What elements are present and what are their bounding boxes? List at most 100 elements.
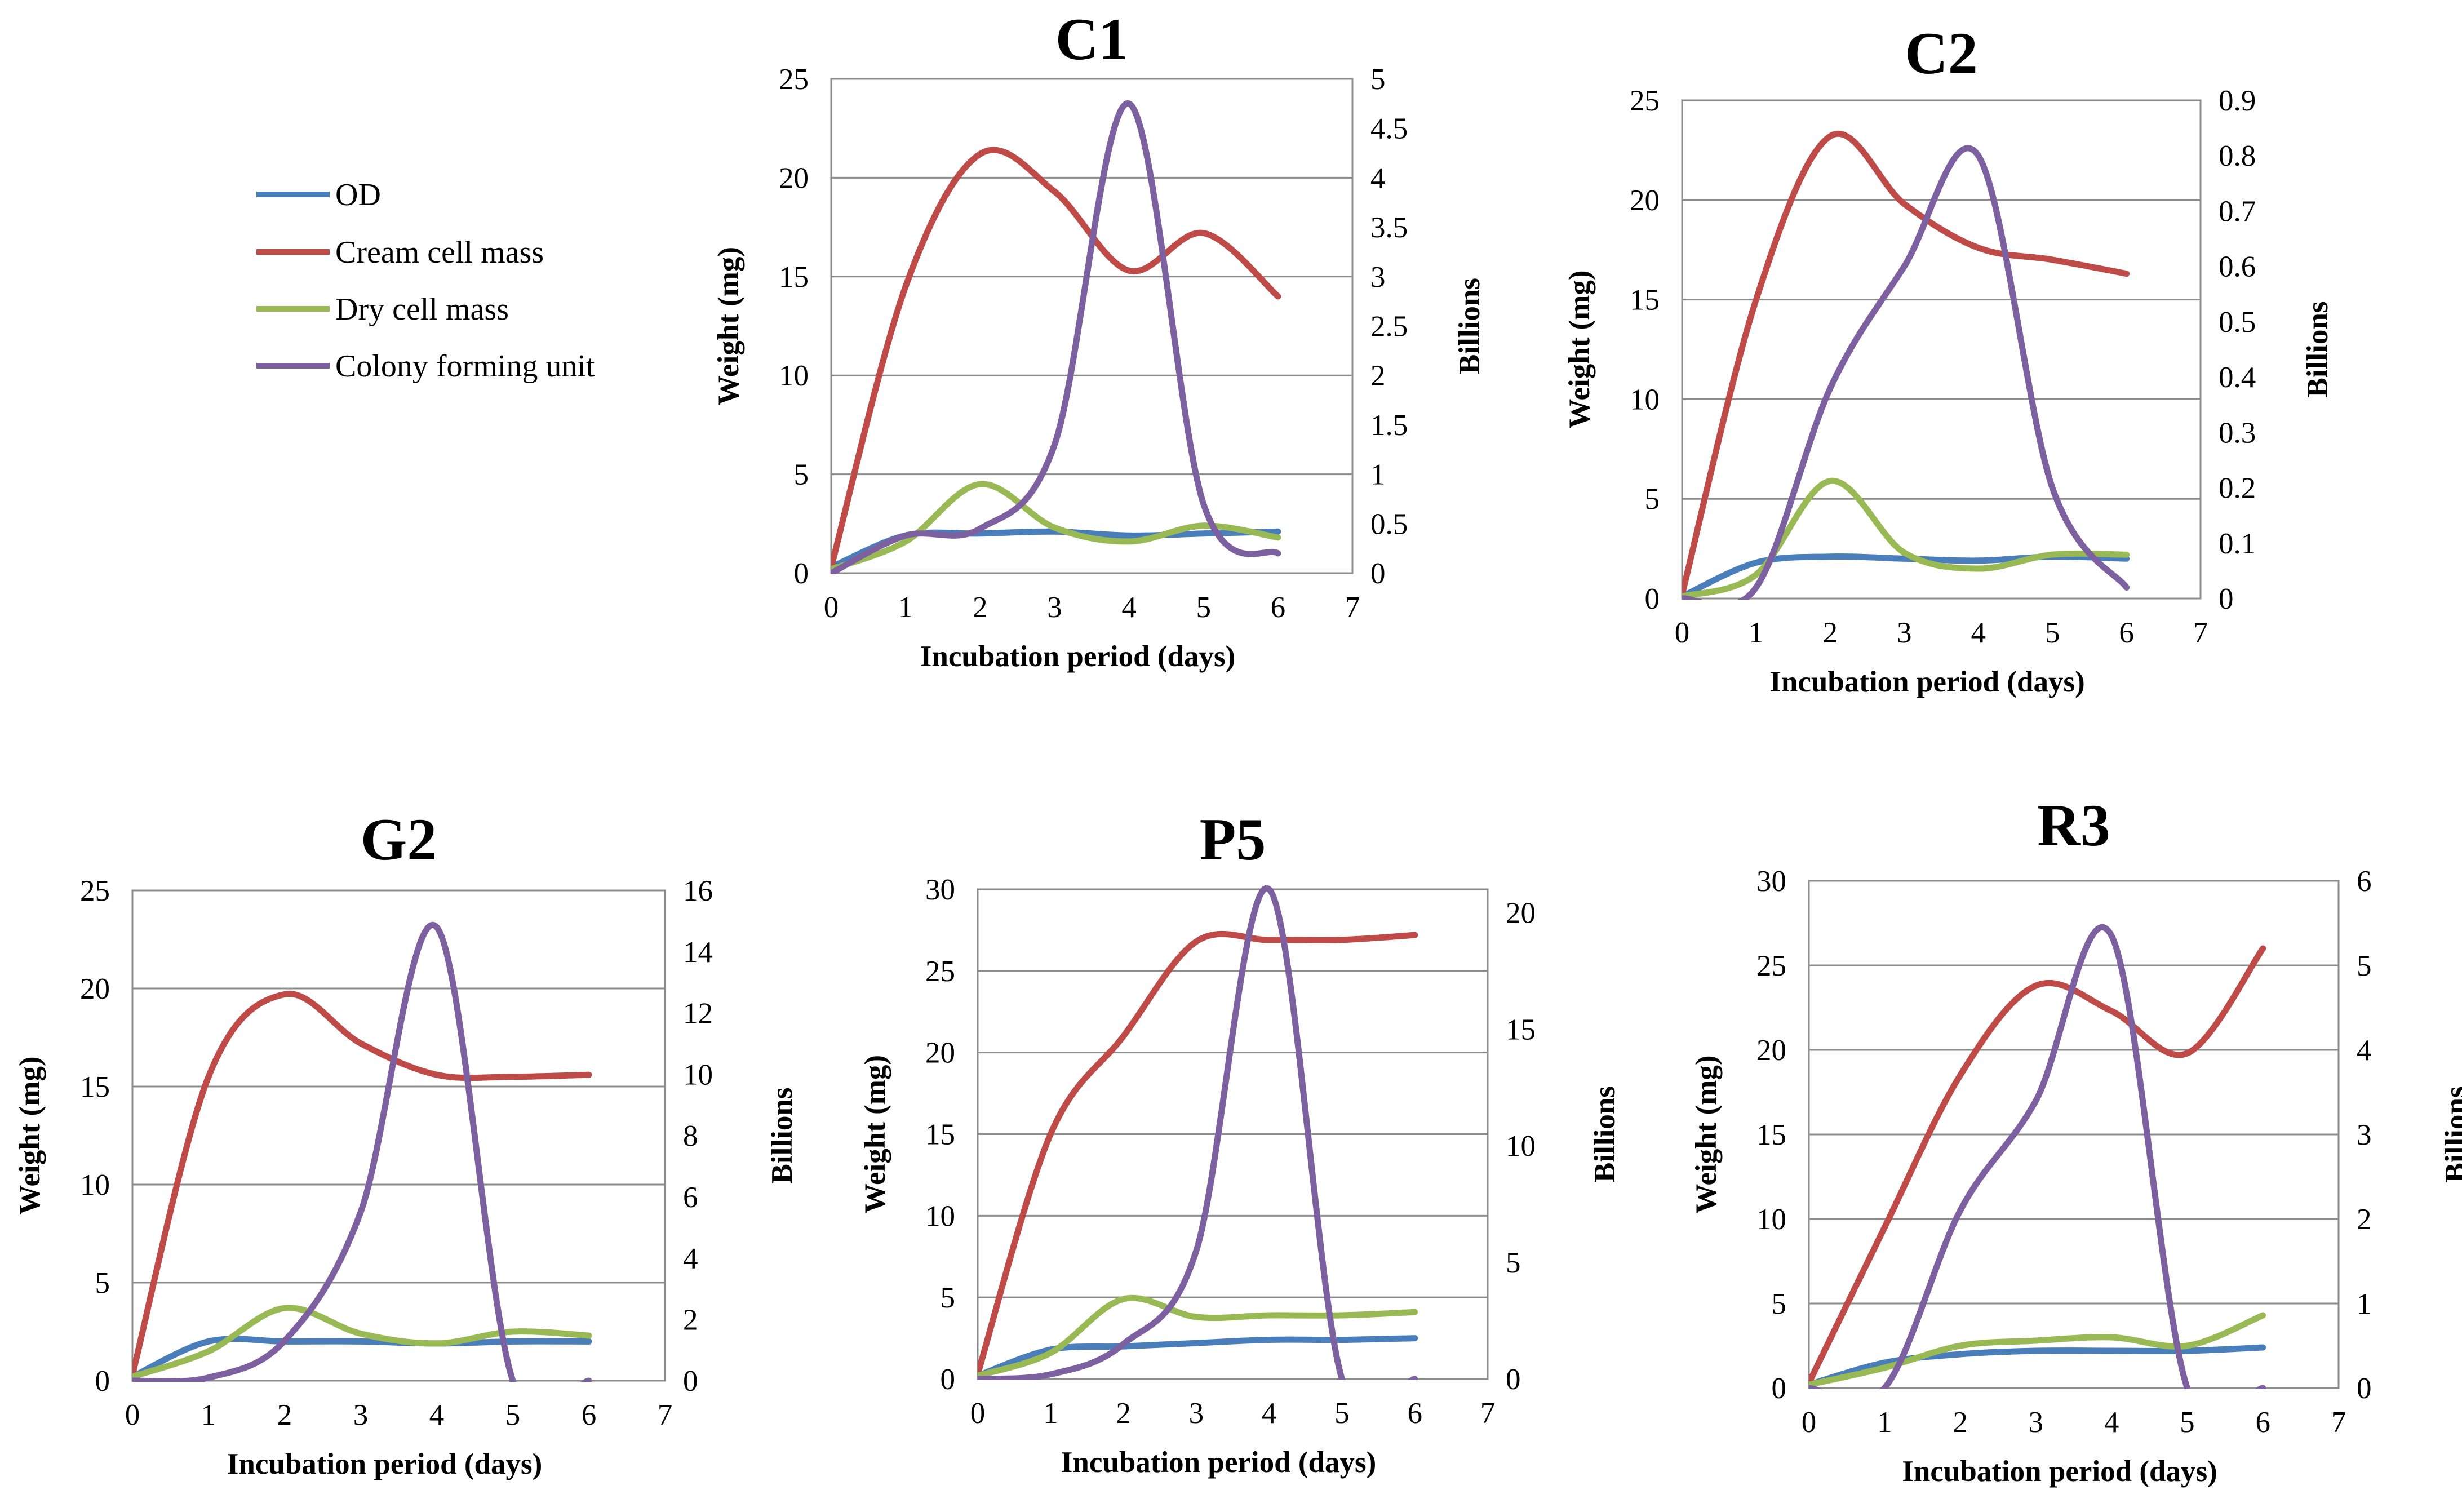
y2-axis-label: Billions: [2439, 1087, 2462, 1183]
x-tick-label: 6: [1407, 1397, 1422, 1430]
y2-tick-label: 2: [683, 1303, 698, 1336]
y-tick-label: 0: [1772, 1372, 1787, 1405]
y-axis-label: Weight (mg): [859, 1055, 891, 1213]
series-line-colony-forming-unit: [978, 885, 1418, 1380]
x-tick-label: 4: [429, 1399, 445, 1431]
y-tick-label: 20: [779, 162, 809, 194]
series-line-dry-cell-mass: [978, 1294, 1418, 1379]
y-tick-label: 5: [941, 1282, 956, 1314]
y2-tick-label: 2: [2357, 1203, 2372, 1236]
y2-tick-label: 4: [683, 1243, 698, 1275]
y-tick-label: 5: [95, 1267, 110, 1300]
x-tick-label: 0: [125, 1399, 140, 1431]
y-tick-label: 5: [794, 459, 809, 491]
x-tick-label: 3: [353, 1399, 369, 1431]
y-axis-label: Weight (mg): [712, 247, 745, 405]
x-tick-label: 3: [2029, 1406, 2044, 1439]
series-line-cream-cell-mass: [132, 991, 592, 1378]
x-tick-label: 7: [658, 1399, 673, 1431]
x-tick-label: 7: [2331, 1406, 2346, 1439]
series-line-dry-cell-mass: [1809, 1312, 2266, 1388]
y2-tick-label: 6: [2357, 865, 2372, 898]
y2-tick-label: 2: [1370, 360, 1386, 392]
x-tick-label: 7: [1480, 1397, 1496, 1430]
chart-title: P5: [1200, 806, 1266, 872]
x-tick-label: 3: [1047, 591, 1062, 624]
y2-tick-label: 5: [1370, 63, 1386, 96]
chart-p5: P5 0 5 10 15 20 25 30 0 5 10 15 20 0 1 2 3 4 5 6 7 Incubation…: [859, 806, 1621, 1479]
y-tick-label: 15: [1756, 1119, 1786, 1151]
x-tick-label: 0: [1802, 1406, 1817, 1439]
x-tick-label: 0: [824, 591, 839, 624]
x-axis-label: Incubation period (days): [227, 1448, 543, 1480]
y2-tick-label: 4.5: [1370, 113, 1408, 145]
x-tick-label: 5: [2180, 1406, 2195, 1439]
y-tick-label: 25: [80, 875, 110, 907]
y2-tick-label: 5: [2357, 950, 2372, 982]
y2-tick-label: 0.3: [2219, 416, 2256, 449]
x-tick-label: 6: [582, 1399, 597, 1431]
series-line-dry-cell-mass: [132, 1305, 592, 1380]
x-tick-label: 7: [2193, 617, 2208, 649]
y2-tick-label: 14: [683, 936, 713, 969]
y-axis-label: Weight (mg): [1563, 270, 1596, 428]
legend: OD Cream cell mass Dry cell mass Colony …: [256, 178, 595, 384]
x-tick-label: 5: [2045, 617, 2060, 649]
x-tick-label: 5: [1196, 591, 1211, 624]
y2-tick-label: 8: [683, 1120, 698, 1152]
y2-tick-label: 1: [2357, 1288, 2372, 1320]
legend-label-dry: Dry cell mass: [335, 292, 509, 327]
legend-label-cfu: Colony forming unit: [335, 349, 595, 384]
x-axis-label: Incubation period (days): [1061, 1446, 1377, 1479]
y-tick-label: 0: [794, 557, 809, 590]
y2-tick-label: 0.5: [1370, 508, 1408, 540]
y2-tick-label: 10: [1506, 1130, 1536, 1163]
y-tick-label: 10: [779, 360, 809, 392]
series-group: [132, 922, 592, 1382]
series-line-cream-cell-mass: [831, 147, 1281, 570]
series-line-colony-forming-unit: [1809, 924, 2266, 1389]
series-line-colony-forming-unit: [831, 100, 1281, 574]
x-tick-label: 4: [1262, 1397, 1277, 1430]
x-tick-label: 5: [1334, 1397, 1350, 1430]
y2-tick-label: 0.1: [2219, 527, 2256, 560]
y2-tick-label: 0: [2219, 583, 2234, 615]
y2-tick-label: 4: [2357, 1034, 2372, 1067]
series-line-od: [1809, 1344, 2266, 1388]
y-tick-label: 15: [1630, 284, 1660, 317]
y2-tick-label: 6: [683, 1181, 698, 1214]
x-tick-label: 4: [1121, 591, 1137, 624]
x-tick-label: 2: [1953, 1406, 1968, 1439]
chart-c2: C2051015202500.10.20.30.40.50.60.70.80.9…: [1563, 20, 2334, 698]
y-tick-label: 25: [1756, 950, 1786, 982]
y-tick-label: 15: [779, 261, 809, 294]
x-tick-label: 0: [970, 1397, 986, 1430]
series-line-cream-cell-mass: [1809, 945, 2266, 1386]
y-tick-label: 10: [80, 1169, 110, 1201]
y2-tick-label: 1.5: [1370, 409, 1408, 442]
y2-tick-label: 0: [683, 1365, 698, 1398]
y-tick-label: 30: [1756, 865, 1786, 898]
series-line-colony-forming-unit: [1682, 145, 2130, 600]
y-tick-label: 25: [925, 955, 955, 988]
plot-area: [1681, 99, 2202, 600]
series-line-dry-cell-mass: [1682, 477, 2130, 600]
y-axis-label: Weight (mg): [1690, 1055, 1723, 1213]
series-group: [978, 885, 1418, 1380]
legend-label-cream: Cream cell mass: [335, 235, 544, 270]
x-axis-label: Incubation period (days): [1902, 1455, 2217, 1488]
chart-c1: C1 0 5 10 15 20 25 0 0.5 1 1.5 2 2.5 3 3.5 4 4.5 5 0 1 2 3 4 5 6…: [712, 6, 1486, 673]
y-tick-label: 30: [925, 873, 955, 906]
y-tick-label: 20: [925, 1037, 955, 1070]
x-tick-label: 6: [1271, 591, 1286, 624]
series-line-od: [132, 1336, 592, 1380]
series-line-dry-cell-mass: [831, 481, 1281, 573]
y2-axis-label: Billions: [1589, 1086, 1621, 1182]
y2-tick-label: 12: [683, 997, 713, 1030]
y-tick-label: 10: [1756, 1203, 1786, 1236]
y2-tick-label: 3: [1370, 261, 1386, 294]
chart-title: C1: [1055, 6, 1129, 72]
y2-tick-label: 16: [683, 875, 713, 907]
y2-tick-label: 3.5: [1370, 211, 1408, 244]
